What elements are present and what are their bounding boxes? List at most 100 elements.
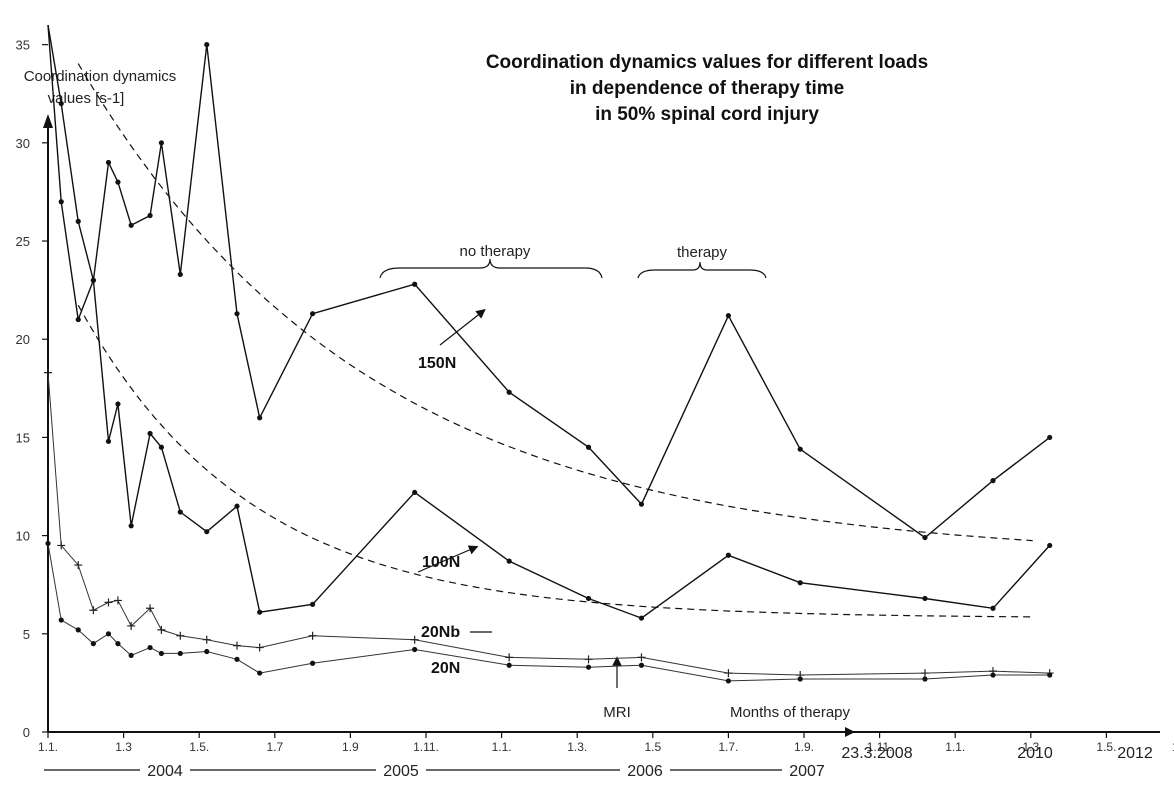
data-point-150N bbox=[58, 100, 64, 107]
data-point-100N bbox=[90, 277, 96, 283]
data-point-150N bbox=[158, 140, 164, 146]
x-tick-label: 1.11. bbox=[413, 740, 439, 754]
data-point-20N bbox=[115, 641, 121, 647]
x-tick-label: 1.3 bbox=[1022, 740, 1039, 754]
no-therapy-bracket bbox=[379, 258, 603, 279]
data-point-20Nb bbox=[920, 669, 929, 678]
label-arrow-100N bbox=[417, 545, 479, 573]
x-tick-label: 1.9. bbox=[794, 740, 814, 754]
series-label-150N: 150N bbox=[418, 355, 456, 372]
data-point-20N bbox=[585, 664, 592, 670]
data-point-100N bbox=[177, 509, 183, 515]
data-point-100N bbox=[506, 558, 512, 564]
year-label-2006: 2006 bbox=[627, 763, 663, 780]
data-point-20Nb bbox=[104, 598, 113, 607]
x-label-2010: 2010 bbox=[1017, 745, 1053, 762]
series-line-20Nb bbox=[47, 372, 1050, 676]
x-tick-label: 1.1. bbox=[945, 740, 965, 754]
y-tick-label: 0 bbox=[23, 725, 30, 740]
label-arrow-150N bbox=[439, 309, 486, 346]
x-axis-label: Months of therapy bbox=[730, 704, 851, 721]
data-point-20Nb bbox=[410, 635, 419, 644]
y-tick-label: 5 bbox=[23, 627, 30, 642]
data-point-150N bbox=[990, 478, 996, 484]
series-150N bbox=[47, 24, 1053, 541]
no-therapy-label: no therapy bbox=[460, 243, 531, 260]
data-point-150N bbox=[1047, 434, 1053, 441]
data-point-150N bbox=[310, 311, 316, 317]
data-point-20Nb bbox=[505, 653, 514, 662]
year-label-bg-2007 bbox=[782, 762, 832, 778]
year-label-bg-2005 bbox=[376, 762, 426, 778]
data-point-20N bbox=[638, 662, 645, 668]
data-point-20N bbox=[45, 540, 51, 547]
year-label-2007: 2007 bbox=[789, 763, 825, 780]
mri-label: MRI bbox=[603, 704, 631, 721]
data-point-150N bbox=[115, 179, 121, 185]
data-point-20Nb bbox=[146, 604, 155, 613]
data-point-20N bbox=[105, 631, 112, 637]
data-point-100N bbox=[638, 615, 645, 621]
x-tick-label: 1.5. bbox=[1096, 740, 1116, 754]
data-point-100N bbox=[147, 430, 153, 437]
y-axis-label-line-2: values [s-1] bbox=[48, 90, 125, 107]
data-point-150N bbox=[257, 415, 263, 421]
data-point-20Nb bbox=[89, 606, 98, 615]
data-point-150N bbox=[922, 534, 928, 541]
trend-curve-100N bbox=[77, 304, 1033, 618]
data-point-20Nb bbox=[233, 641, 241, 650]
series-20N bbox=[45, 540, 1053, 684]
x-axis-arrowhead bbox=[845, 727, 855, 737]
data-point-20N bbox=[990, 672, 996, 678]
y-ticks: 0 5 10 15 20 25 30 35 bbox=[16, 38, 48, 740]
data-point-100N bbox=[990, 605, 996, 611]
data-point-150N bbox=[75, 218, 81, 224]
x-tick-label: 1.9 bbox=[342, 740, 359, 754]
series-label-100N: 100N bbox=[422, 554, 460, 571]
data-point-20N bbox=[412, 646, 418, 653]
chart-title-line-2: in dependence of therapy time bbox=[570, 78, 845, 99]
data-point-150N bbox=[585, 444, 592, 450]
data-point-20Nb bbox=[637, 653, 646, 662]
data-point-150N bbox=[177, 271, 183, 278]
data-point-150N bbox=[105, 159, 112, 166]
data-point-100N bbox=[1047, 542, 1053, 549]
x-ticks: 1.1. 1.3 1.5. 1.7 1.9 1.11. 1.1. 1.3. 1.5 1.7. 1.9… bbox=[38, 732, 1174, 754]
data-point-100N bbox=[257, 609, 263, 615]
data-point-20Nb bbox=[308, 631, 317, 640]
data-point-20N bbox=[922, 676, 928, 682]
data-point-100N bbox=[412, 489, 418, 496]
y-tick-label: 25 bbox=[16, 234, 30, 249]
data-point-100N bbox=[234, 503, 240, 509]
y-tick-label: 15 bbox=[16, 430, 30, 445]
data-point-100N bbox=[105, 438, 112, 444]
data-point-20N bbox=[128, 652, 134, 659]
data-point-100N bbox=[75, 316, 81, 323]
data-point-150N bbox=[234, 311, 240, 317]
y-axis-label-line-1: Coordination dynamics bbox=[24, 68, 177, 85]
series-100N bbox=[47, 24, 1053, 621]
trend-curve-150N bbox=[77, 63, 1033, 542]
y-tick-label: 35 bbox=[16, 38, 30, 53]
x-tick-label: 1.1. bbox=[38, 740, 58, 754]
data-point-20N bbox=[58, 617, 64, 623]
therapy-bracket bbox=[637, 261, 767, 279]
data-point-150N bbox=[128, 222, 134, 228]
data-point-20Nb bbox=[127, 621, 136, 630]
data-point-20Nb bbox=[724, 669, 733, 678]
series-label-20Nb: 20Nb bbox=[421, 624, 460, 641]
data-point-20N bbox=[1047, 672, 1053, 678]
year-label-2004: 2004 bbox=[147, 763, 183, 780]
data-point-20Nb bbox=[176, 631, 185, 640]
data-point-100N bbox=[58, 199, 64, 205]
x-tick-label: 1.7 bbox=[266, 740, 283, 754]
chart-title-line-1: Coordination dynamics values for differe… bbox=[486, 52, 928, 73]
data-point-20Nb bbox=[44, 368, 52, 377]
data-point-20N bbox=[506, 662, 512, 668]
y-axis-arrowhead bbox=[43, 114, 53, 128]
data-point-150N bbox=[506, 389, 512, 395]
data-point-20Nb bbox=[255, 643, 264, 652]
data-point-20N bbox=[234, 656, 240, 662]
x-tick-label: 1.7. bbox=[718, 740, 738, 754]
